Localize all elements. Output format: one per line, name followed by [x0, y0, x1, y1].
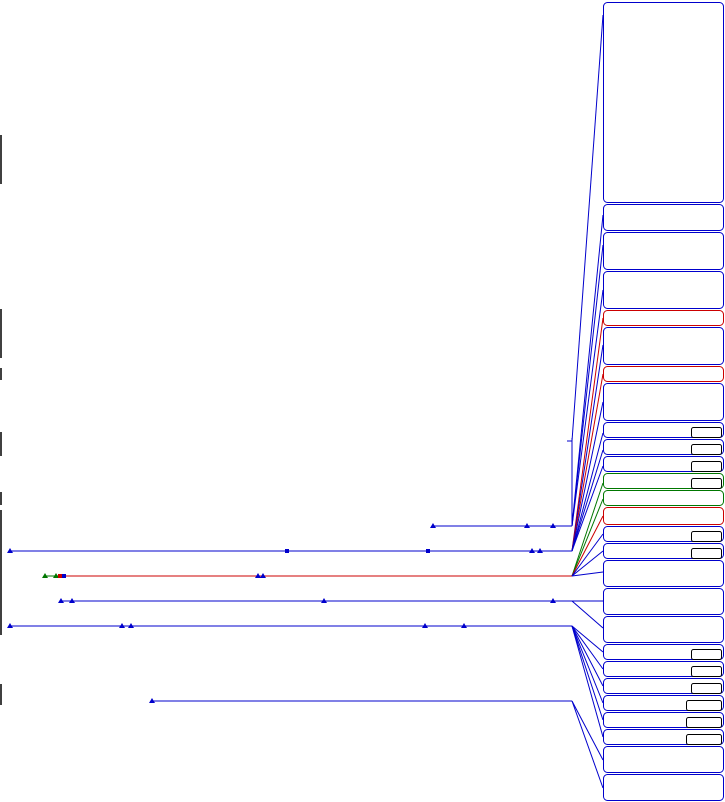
track-marker [550, 598, 556, 603]
connectors [571, 14, 604, 789]
connector [571, 533, 604, 577]
connector [571, 625, 604, 653]
connector [571, 550, 604, 577]
panel[interactable] [603, 310, 724, 326]
track-marker [550, 523, 556, 528]
connector [571, 700, 604, 761]
track-marker [42, 573, 48, 578]
connector [571, 700, 604, 789]
track-marker [58, 598, 64, 603]
panel-badges [686, 427, 722, 745]
connector [571, 317, 604, 552]
track-marker [537, 548, 543, 553]
connector [571, 625, 604, 721]
panel[interactable] [603, 746, 724, 773]
connector [571, 401, 604, 552]
panel[interactable] [603, 490, 724, 506]
panel-badge [691, 478, 722, 489]
connector [571, 625, 604, 738]
panel[interactable] [603, 588, 724, 615]
connector [571, 498, 604, 577]
connector [571, 625, 604, 687]
track-marker [524, 523, 530, 528]
track-marker [69, 598, 75, 603]
track-marker [430, 523, 436, 528]
panel[interactable] [603, 383, 724, 421]
panel-badge [686, 734, 722, 745]
connector [571, 14, 604, 442]
panel[interactable] [603, 271, 724, 309]
panel-badge [691, 461, 722, 472]
track-marker [422, 623, 428, 628]
connector [571, 625, 604, 670]
panel[interactable] [603, 560, 724, 587]
track-marker [128, 623, 134, 628]
panel-badge [686, 717, 722, 728]
tracks [9, 438, 573, 702]
connector [571, 244, 604, 527]
panel[interactable] [603, 366, 724, 382]
panel[interactable] [603, 204, 724, 231]
panel-badge [691, 683, 722, 694]
track-marker [149, 698, 155, 703]
track-marker [7, 548, 13, 553]
track-marker [58, 574, 62, 578]
panel-badge [691, 666, 722, 677]
connector [571, 571, 604, 577]
panel-badge [691, 649, 722, 660]
panel-badge [691, 444, 722, 455]
track-marker [7, 623, 13, 628]
track-marker [119, 623, 125, 628]
connector [571, 373, 604, 552]
panel[interactable] [603, 507, 724, 525]
track-marker [426, 549, 430, 553]
connector [571, 432, 604, 552]
connector [571, 465, 604, 552]
panel-badge [691, 427, 722, 438]
panel[interactable] [603, 327, 724, 365]
connector [571, 625, 604, 704]
panel-badge [686, 700, 722, 711]
track-marker [461, 623, 467, 628]
panel[interactable] [603, 2, 724, 203]
track-markers [7, 523, 556, 703]
track-marker [529, 548, 535, 553]
track-marker [260, 573, 266, 578]
panel[interactable] [603, 774, 724, 801]
connector [571, 482, 604, 577]
connector [571, 289, 604, 527]
connector [571, 214, 604, 527]
panel[interactable] [603, 616, 724, 643]
connector [571, 344, 604, 552]
panel-column [603, 2, 724, 801]
track-marker [285, 549, 289, 553]
panel-badge [691, 531, 722, 542]
panel[interactable] [603, 232, 724, 270]
connector [571, 449, 604, 552]
track-marker [62, 574, 66, 578]
panel-badge [691, 548, 722, 559]
track-marker [321, 598, 327, 603]
track-marker [255, 573, 261, 578]
track-marker [53, 573, 59, 578]
connector [571, 600, 604, 629]
connector [571, 515, 604, 577]
